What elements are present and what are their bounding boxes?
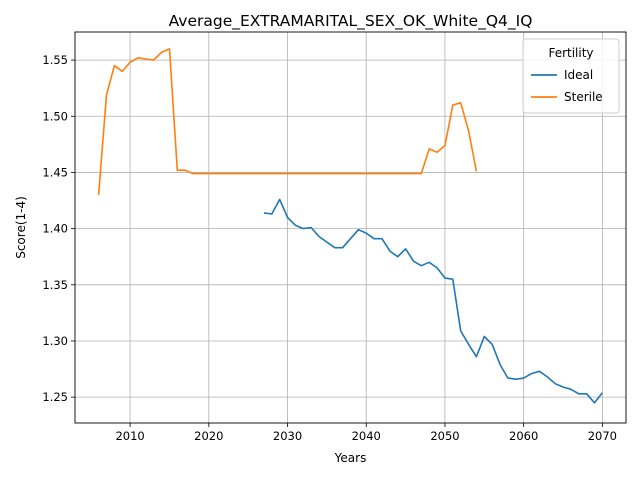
y-tick-label: 1.45: [42, 165, 68, 179]
x-axis-ticks: 2010 2020 2030 2040 2050 2060 2070: [115, 423, 617, 443]
y-tick-label: 1.25: [42, 390, 68, 404]
x-tick-label: 2040: [352, 429, 381, 443]
legend-items: Ideal Sterile: [531, 68, 603, 104]
grid: [75, 32, 626, 423]
plot-frame: [74, 31, 627, 424]
legend-box: [522, 38, 620, 114]
y-tick-label: 1.30: [42, 334, 68, 348]
series-line-ideal: [263, 198, 604, 404]
y-tick-label: 1.55: [42, 53, 68, 67]
x-tick-label: 2050: [430, 429, 459, 443]
y-tick-label: 1.35: [42, 278, 68, 292]
x-tick-label: 2010: [115, 429, 144, 443]
y-tick-label: 1.50: [42, 109, 68, 123]
x-tick-label: 2070: [588, 429, 617, 443]
y-axis-label: Score(1-4): [14, 196, 28, 259]
y-tick-label: 1.40: [42, 222, 68, 236]
legend-title: Fertility: [548, 46, 593, 60]
legend: Fertility Ideal Sterile: [522, 38, 620, 114]
legend-label-sterile: Sterile: [564, 90, 603, 104]
y-axis-ticks: 1.25 1.30 1.35 1.40 1.45 1.50 1.55: [42, 53, 75, 404]
series-lines: [97, 48, 604, 404]
x-tick-label: 2020: [194, 429, 223, 443]
chart-title: Average_EXTRAMARITAL_SEX_OK_White_Q4_IQ: [169, 12, 533, 31]
x-tick-label: 2030: [273, 429, 302, 443]
series-line-sterile: [97, 48, 478, 195]
legend-label-ideal: Ideal: [564, 68, 593, 82]
x-axis-label: Years: [334, 451, 367, 465]
x-tick-label: 2060: [509, 429, 538, 443]
